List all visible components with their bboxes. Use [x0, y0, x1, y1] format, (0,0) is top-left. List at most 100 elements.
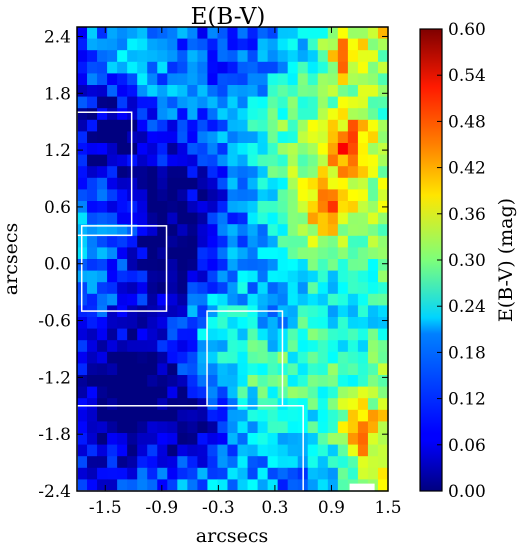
heatmap-cell — [177, 247, 188, 260]
heatmap-cell — [267, 456, 279, 469]
heatmap-cell — [167, 201, 178, 214]
heatmap-cell — [107, 363, 118, 376]
heatmap-cell — [327, 270, 339, 283]
heatmap-cell — [187, 85, 198, 98]
heatmap-cell — [217, 398, 229, 411]
heatmap-cell — [307, 328, 319, 341]
heatmap-cell — [247, 201, 259, 214]
region-box — [349, 483, 375, 492]
heatmap-cell — [247, 363, 259, 376]
heatmap-cell — [177, 50, 188, 63]
heatmap-cell — [117, 177, 128, 190]
heatmap-cell — [127, 467, 138, 480]
heatmap-cell — [227, 166, 239, 179]
heatmap-cell — [137, 247, 148, 260]
heatmap-cell — [177, 38, 188, 51]
heatmap-cell — [257, 259, 269, 272]
heatmap-cell — [137, 201, 148, 214]
heatmap-cell — [347, 189, 359, 202]
y-tick-label: 1.8 — [44, 84, 71, 104]
heatmap-cell — [347, 212, 359, 225]
heatmap-cell — [237, 61, 249, 74]
heatmap-cell — [127, 73, 138, 86]
heatmap-cell — [137, 154, 148, 167]
heatmap-cell — [237, 201, 249, 214]
heatmap-cell — [217, 224, 229, 237]
heatmap-cell — [217, 61, 229, 74]
heatmap-cell — [377, 305, 389, 318]
heatmap-cell — [377, 479, 389, 492]
heatmap-cell — [97, 317, 108, 330]
heatmap-cell — [377, 293, 389, 306]
heatmap-cell — [357, 375, 369, 388]
heatmap-cell — [197, 224, 209, 237]
heatmap-cell — [97, 224, 108, 237]
heatmap-cell — [157, 154, 168, 167]
heatmap-cell — [337, 201, 349, 214]
heatmap-cell — [207, 189, 219, 202]
heatmap-cell — [197, 386, 209, 399]
heatmap-cell — [107, 340, 118, 353]
heatmap-cell — [147, 433, 158, 446]
heatmap-cell — [187, 73, 198, 86]
heatmap-cell — [297, 96, 309, 109]
heatmap-cell — [377, 398, 389, 411]
heatmap-cell — [337, 386, 349, 399]
heatmap-cell — [287, 467, 299, 480]
heatmap-cell — [267, 259, 279, 272]
heatmap-cell — [337, 50, 349, 63]
heatmap-cell — [267, 409, 279, 422]
heatmap-cell — [157, 409, 168, 422]
heatmap-cell — [287, 108, 299, 121]
heatmap-cell — [357, 398, 369, 411]
heatmap-cell — [117, 201, 128, 214]
heatmap-cell — [297, 108, 309, 121]
heatmap-cell — [157, 375, 168, 388]
heatmap-cell — [257, 386, 269, 399]
heatmap-cell — [327, 50, 339, 63]
heatmap-cell — [257, 328, 269, 341]
heatmap-cell — [97, 143, 108, 156]
heatmap-cell — [307, 119, 319, 132]
heatmap-cell — [357, 61, 369, 74]
heatmap-cell — [357, 386, 369, 399]
heatmap-cell — [367, 375, 379, 388]
heatmap-cell — [287, 177, 299, 190]
heatmap-cell — [167, 351, 178, 364]
heatmap-cell — [357, 467, 369, 480]
heatmap-cell — [107, 108, 118, 121]
heatmap-cell — [157, 224, 168, 237]
heatmap-cell — [267, 340, 279, 353]
heatmap-cell — [127, 270, 138, 283]
heatmap-cell — [207, 317, 219, 330]
heatmap-cell — [227, 247, 239, 260]
heatmap-cell — [327, 328, 339, 341]
heatmap-cell — [217, 96, 229, 109]
heatmap-cell — [327, 386, 339, 399]
heatmap-cell — [137, 119, 148, 132]
heatmap-cell — [227, 38, 239, 51]
heatmap-cell — [77, 363, 88, 376]
heatmap-cell — [187, 143, 198, 156]
heatmap-cell — [97, 166, 108, 179]
heatmap-cell — [297, 224, 309, 237]
heatmap-cell — [357, 38, 369, 51]
heatmap-cell — [217, 177, 229, 190]
heatmap-cell — [367, 270, 379, 283]
heatmap-cell — [197, 351, 209, 364]
heatmap-cell — [287, 363, 299, 376]
heatmap-cell — [147, 189, 158, 202]
heatmap-cell — [117, 154, 128, 167]
colorbar-ticks: 0.00 0.06 0.12 0.18 0.24 0.30 0.36 0.42 0.48 0.54… — [437, 20, 486, 502]
heatmap-cell — [177, 131, 188, 144]
heatmap-cell — [197, 467, 209, 480]
heatmap-cell — [207, 166, 219, 179]
heatmap-cell — [347, 177, 359, 190]
heatmap-cell — [327, 456, 339, 469]
heatmap-cell — [107, 351, 118, 364]
heatmap-cell — [197, 375, 209, 388]
heatmap-cell — [337, 409, 349, 422]
heatmap-cell — [217, 351, 229, 364]
heatmap-cell — [97, 119, 108, 132]
heatmap-cell — [217, 154, 229, 167]
